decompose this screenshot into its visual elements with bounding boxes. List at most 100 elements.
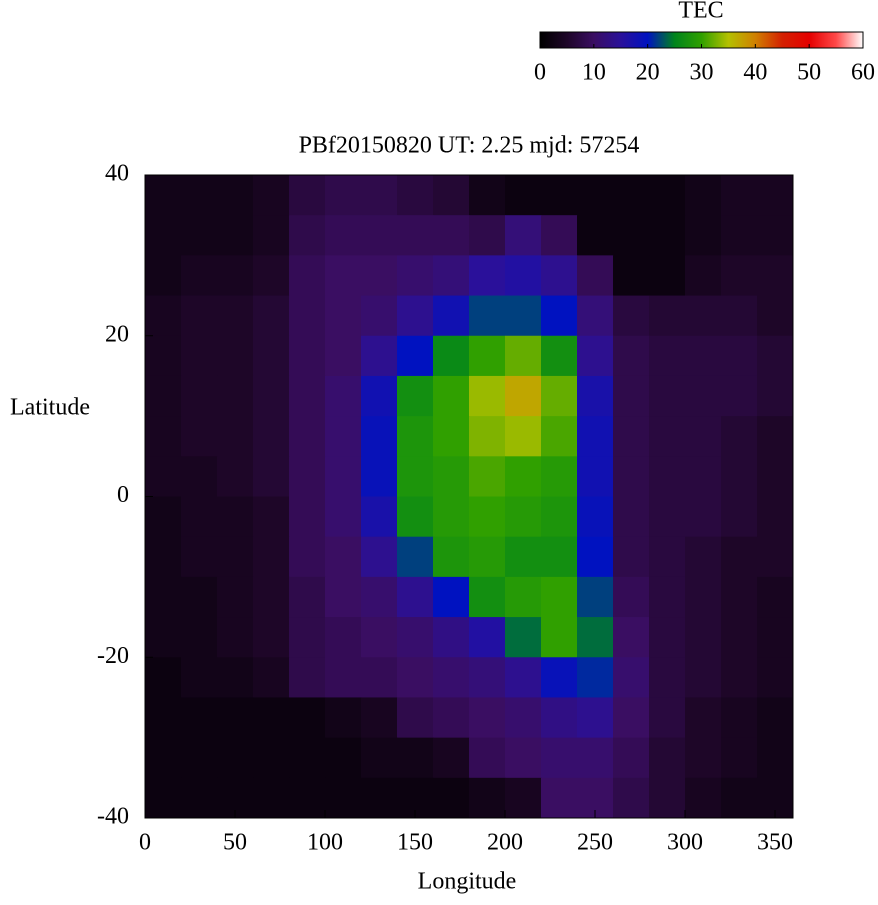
heatmap-cell (757, 657, 794, 698)
x-tick-label: 0 (139, 830, 151, 856)
heatmap-cell (289, 657, 326, 698)
x-tick-label: 50 (223, 830, 247, 856)
heatmap-cell (253, 416, 290, 457)
heatmap-cell (145, 215, 182, 256)
heatmap-cell (361, 617, 398, 658)
heatmap-cell (253, 215, 290, 256)
heatmap-cell (289, 536, 326, 578)
heatmap-cell (685, 536, 722, 578)
heatmap-cell (397, 697, 434, 739)
heatmap-cell (397, 576, 434, 618)
heatmap-cell (217, 536, 254, 578)
heatmap-cell (145, 777, 182, 819)
heatmap-cell (289, 496, 326, 538)
heatmap-cell (469, 657, 506, 698)
heatmap-cell (685, 737, 722, 779)
heatmap-cell (649, 576, 686, 618)
heatmap-cell (505, 456, 542, 497)
heatmap-cell (469, 375, 506, 417)
heatmap-cell (325, 496, 362, 538)
heatmap-cell (289, 175, 326, 216)
heatmap-cell (253, 777, 290, 819)
heatmap-cell (685, 456, 722, 497)
heatmap-cell (757, 375, 794, 417)
heatmap-cell (685, 576, 722, 618)
heatmap-cell (397, 657, 434, 698)
heatmap-cell (685, 496, 722, 538)
heatmap-cell (289, 456, 326, 497)
heatmap-cell (433, 335, 470, 377)
heatmap-cell (541, 416, 578, 457)
heatmap-cell (181, 697, 218, 739)
y-tick-label: 20 (105, 321, 129, 347)
heatmap-cell (469, 456, 506, 497)
heatmap-cell (469, 496, 506, 538)
x-tick-label: 350 (757, 830, 793, 856)
heatmap-cell (397, 617, 434, 658)
heatmap-cell (433, 375, 470, 417)
heatmap-cell (217, 255, 254, 297)
heatmap-cell (181, 536, 218, 578)
heatmap-cell (577, 215, 614, 256)
heatmap-cell (397, 255, 434, 297)
heatmap-cell (361, 456, 398, 497)
heatmap-cell (433, 215, 470, 256)
y-tick-label: -20 (97, 643, 129, 669)
heatmap-cell (649, 737, 686, 779)
heatmap-cell (433, 777, 470, 819)
heatmap-cell (613, 375, 650, 417)
heatmap-cell (541, 335, 578, 377)
heatmap-cell (253, 375, 290, 417)
heatmap-cell (685, 295, 722, 337)
heatmap-cell (145, 536, 182, 578)
heatmap-cell (721, 536, 758, 578)
heatmap-cell (181, 657, 218, 698)
heatmap-cell (253, 576, 290, 618)
heatmap-cell (469, 175, 506, 216)
heatmap-cell (721, 657, 758, 698)
heatmap-cell (289, 697, 326, 739)
heatmap-cell (361, 255, 398, 297)
heatmap-cell (217, 175, 254, 216)
heatmap-cell (289, 215, 326, 256)
heatmap-cell (433, 456, 470, 497)
heatmap-cell (433, 576, 470, 618)
heatmap-cell (325, 456, 362, 497)
heatmap-cell (289, 255, 326, 297)
heatmap-cell (505, 416, 542, 457)
heatmap-cell (685, 215, 722, 256)
y-axis-label: Latitude (10, 395, 90, 421)
heatmap-cell (361, 335, 398, 377)
heatmap-cell (181, 496, 218, 538)
heatmap-cell (613, 496, 650, 538)
heatmap-cell (721, 737, 758, 779)
heatmap-cell (613, 335, 650, 377)
heatmap-cell (325, 697, 362, 739)
heatmap-cell (361, 295, 398, 337)
heatmap-cell (649, 255, 686, 297)
heatmap-cell (181, 255, 218, 297)
heatmap-cell (541, 617, 578, 658)
heatmap-cell (721, 456, 758, 497)
heatmap-cell (325, 617, 362, 658)
heatmap-cell (505, 335, 542, 377)
heatmap-cell (325, 255, 362, 297)
heatmap-cell (181, 456, 218, 497)
heatmap-cell (145, 175, 182, 216)
heatmap-cell (289, 335, 326, 377)
heatmap-cell (757, 576, 794, 618)
heatmap-cell (469, 215, 506, 256)
heatmap-cell (577, 416, 614, 457)
heatmap-cell (721, 255, 758, 297)
heatmap-cell (181, 215, 218, 256)
heatmap-cell (757, 175, 794, 216)
heatmap-cell (685, 416, 722, 457)
heatmap-cell (181, 576, 218, 618)
heatmap-cell (433, 697, 470, 739)
heatmap-cell (577, 295, 614, 337)
heatmap-cell (253, 456, 290, 497)
heatmap-cell (541, 777, 578, 819)
heatmap-cell (541, 496, 578, 538)
heatmap-cell (577, 737, 614, 779)
